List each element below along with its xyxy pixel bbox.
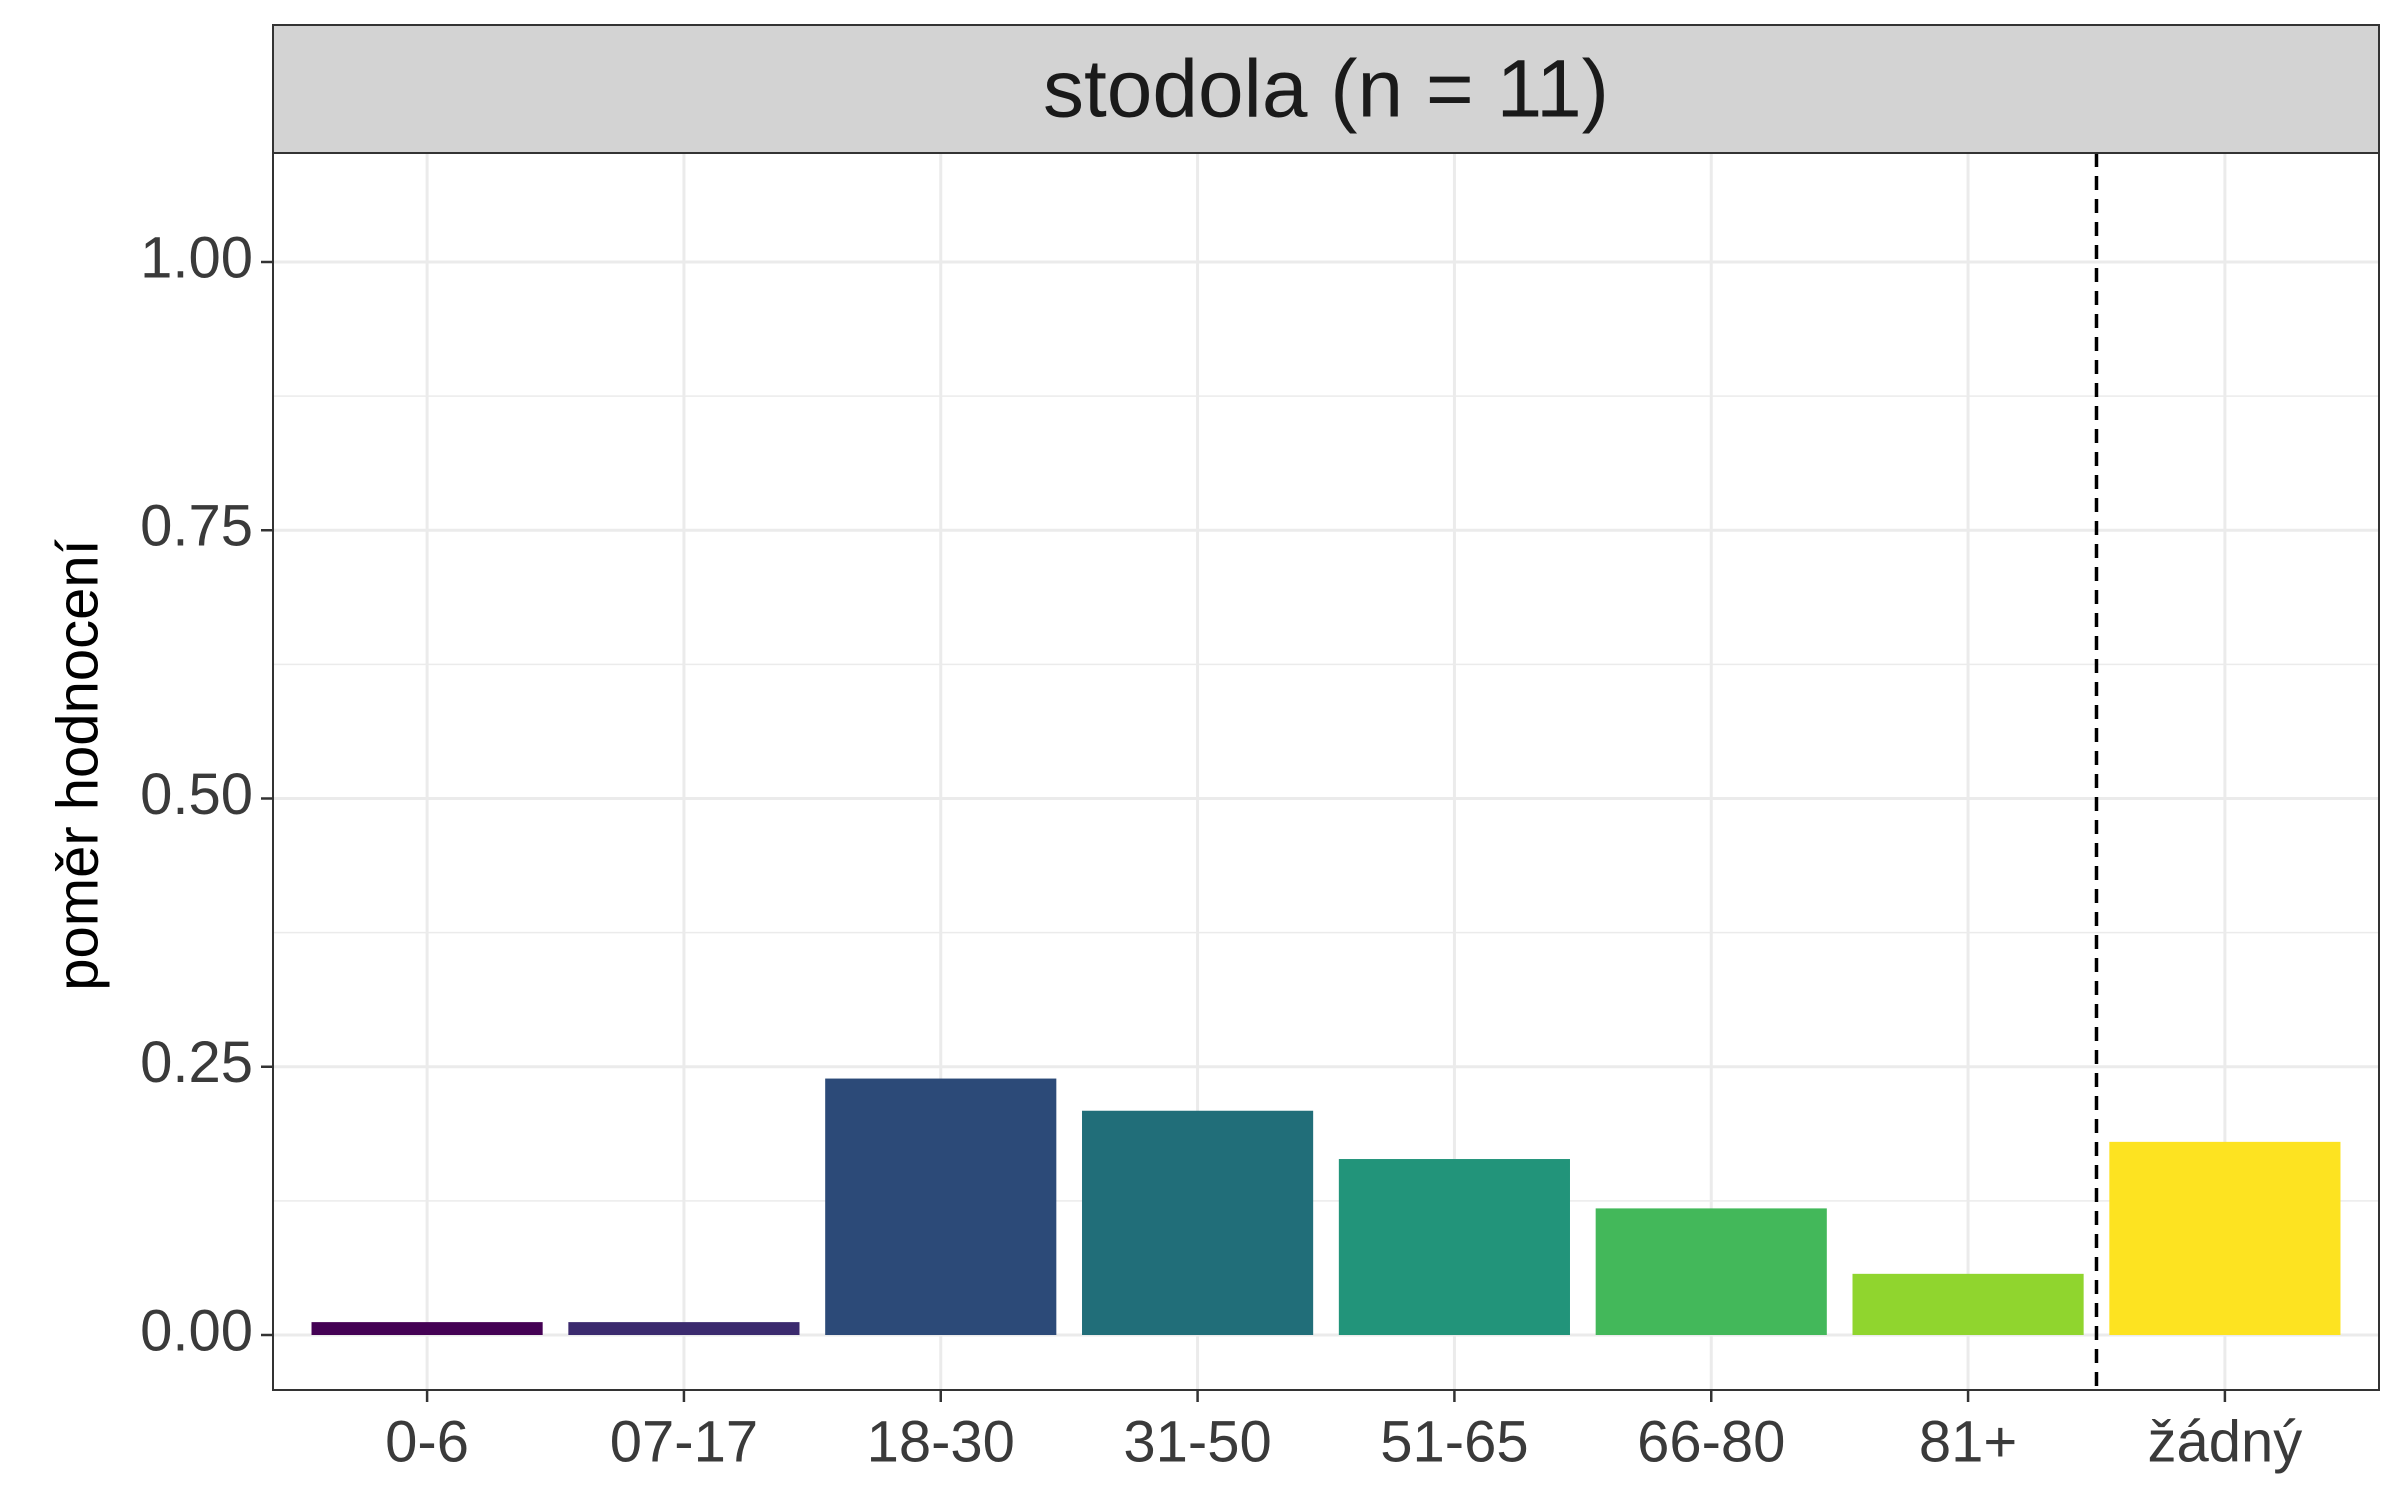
x-tick-label: 31-50 <box>1123 1409 1271 1474</box>
bar <box>2109 1141 2341 1335</box>
bar-layer <box>311 1078 2341 1335</box>
x-tick-label: 81+ <box>1919 1409 2017 1474</box>
facet-strip-background <box>272 24 2380 154</box>
y-axis-label: poměr hodnocení <box>45 539 110 990</box>
x-tick-label: 07-17 <box>610 1409 758 1474</box>
y-tick-label: 0.00 <box>140 1298 253 1363</box>
bar <box>1338 1159 1570 1335</box>
axis-layer: 0.00 0.25 0.50 0.75 1.00 0-6 07-17 18-30 31-50 51… <box>140 225 2302 1474</box>
facet-strip: stodola (n = 11) <box>272 24 2380 154</box>
y-tick-label: 0.25 <box>140 1030 253 1095</box>
x-tick-label: 51-65 <box>1380 1409 1528 1474</box>
x-tick-label: 66-80 <box>1637 1409 1785 1474</box>
x-tick-label: žádný <box>2148 1409 2303 1474</box>
bar <box>1852 1273 2084 1335</box>
y-tick-label: 1.00 <box>140 225 253 290</box>
bar <box>825 1078 1057 1335</box>
x-tick-label: 18-30 <box>867 1409 1015 1474</box>
y-tick-label: 0.50 <box>140 762 253 827</box>
bar <box>311 1322 543 1335</box>
chart-title: stodola (n = 11) <box>1043 44 1609 135</box>
grid-layer <box>273 153 2379 1390</box>
y-tick-label: 0.75 <box>140 494 253 559</box>
bar <box>568 1322 800 1335</box>
bar <box>1082 1110 1314 1335</box>
x-tick-label: 0-6 <box>385 1409 469 1474</box>
bar <box>1595 1208 1827 1335</box>
